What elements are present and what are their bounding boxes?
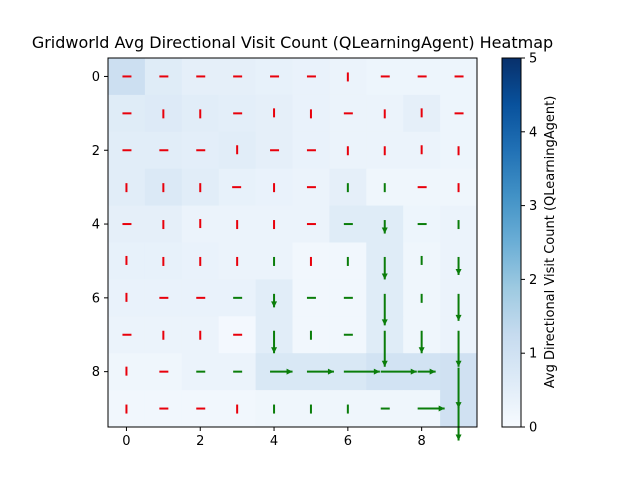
x-axis: 0 2 4 6 8	[122, 427, 426, 449]
colorbar-label: Avg Directional Visit Count (QLearningAg…	[543, 96, 558, 389]
direction-arrow-icon	[381, 330, 388, 367]
direction-arrow-icon	[380, 368, 417, 375]
direction-arrow-icon	[271, 330, 278, 354]
direction-arrow-icon	[455, 256, 462, 275]
x-tick-label: 6	[344, 434, 352, 449]
direction-arrow-icon	[381, 293, 388, 326]
direction-arrow-icon	[455, 404, 462, 441]
direction-arrow-icon	[381, 256, 388, 280]
direction-arrow-icon	[417, 368, 436, 375]
x-tick-label: 0	[122, 434, 130, 449]
direction-arrow-icon	[343, 368, 380, 375]
y-axis: 0 2 4 6 8	[92, 70, 108, 380]
x-tick-label: 2	[196, 434, 204, 449]
x-tick-label: 4	[270, 434, 278, 449]
direction-arrow-icon	[271, 293, 278, 308]
colorbar-tick-label: 0	[529, 421, 537, 436]
colorbar-tick-label: 1	[529, 347, 537, 362]
y-tick-label: 8	[92, 365, 100, 380]
direction-arrow-icon	[455, 330, 462, 367]
colorbar-tick-label: 5	[529, 52, 537, 67]
colorbar	[501, 57, 522, 428]
colorbar-tick-label: 4	[529, 125, 537, 140]
direction-arrow-icon	[418, 330, 425, 354]
y-tick-label: 6	[92, 291, 100, 306]
x-tick-label: 8	[418, 434, 426, 449]
direction-arrow-icon	[306, 368, 334, 375]
y-tick-label: 0	[92, 70, 100, 85]
direction-arrow-icon	[455, 293, 462, 321]
colorbar-tick-label: 2	[529, 273, 537, 288]
colorbar-tick-label: 3	[529, 199, 537, 214]
direction-arrow-icon	[417, 405, 445, 412]
y-tick-label: 4	[92, 218, 100, 233]
plot-frame	[107, 57, 478, 428]
colorbar-ticks: 0 1 2 3 4 5	[521, 52, 537, 436]
arrow-layer	[122, 72, 464, 441]
chart-title: Gridworld Avg Directional Visit Count (Q…	[31, 33, 554, 52]
direction-arrow-icon	[381, 220, 388, 234]
direction-arrow-icon	[270, 368, 293, 375]
y-tick-label: 2	[92, 144, 100, 159]
